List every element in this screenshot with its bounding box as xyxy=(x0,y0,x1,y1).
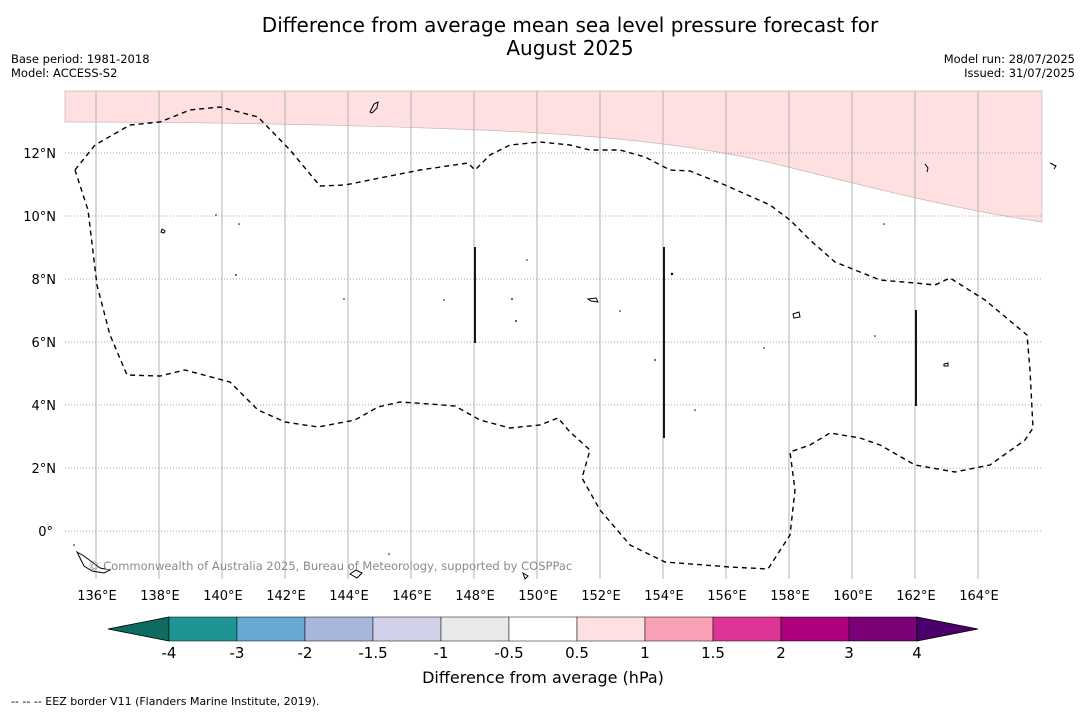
colorbar-segment xyxy=(372,616,442,642)
lat-label: 2°N xyxy=(32,462,57,477)
lon-label: 138°E xyxy=(140,589,180,604)
colorbar-segment xyxy=(712,616,782,642)
base-period-text: Base period: 1981-2018 xyxy=(11,52,150,66)
lon-label: 140°E xyxy=(203,589,243,604)
colorbar-tick: -0.5 xyxy=(494,644,523,662)
lat-label: 6°N xyxy=(32,336,57,351)
lon-label: 156°E xyxy=(707,589,747,604)
colorbar-segment xyxy=(644,616,714,642)
colorbar-high-extend xyxy=(916,616,979,642)
eez-border xyxy=(74,106,1034,570)
meta-right: Model run: 28/07/2025 Issued: 31/07/2025 xyxy=(944,52,1075,80)
boundary-segments xyxy=(474,247,917,438)
colorbar-ticks: -4 -3 -2 -1.5 -1 -0.5 0.5 1 1.5 2 3 4 xyxy=(162,644,922,662)
lon-label: 142°E xyxy=(266,589,306,604)
latitude-labels: 12°N 10°N 8°N 6°N 4°N 2°N 0° xyxy=(23,147,56,540)
model-run-text: Model run: 28/07/2025 xyxy=(943,52,1075,66)
colorbar-segment xyxy=(780,616,850,642)
colorbar-segment xyxy=(236,616,306,642)
colorbar-tick: -1 xyxy=(434,644,449,662)
colorbar-tick: 1.5 xyxy=(701,644,725,662)
pressure-anomaly-shading xyxy=(64,90,1043,223)
colorbar-segment xyxy=(440,616,510,642)
lon-label: 160°E xyxy=(833,589,873,604)
copyright-text: © Commonwealth of Australia 2025, Bureau… xyxy=(88,559,572,573)
eez-footnote: -- -- -- EEZ border V11 (Flanders Marine… xyxy=(11,695,320,708)
lon-label: 164°E xyxy=(959,589,999,604)
colorbar-tick: -4 xyxy=(162,644,177,662)
colorbar-segment xyxy=(576,616,646,642)
lon-label: 136°E xyxy=(77,589,117,604)
lat-label: 0° xyxy=(38,525,53,540)
title-line-1: Difference from average mean sea level p… xyxy=(261,13,879,37)
colorbar-segment xyxy=(848,616,918,642)
colorbar-label: Difference from average (hPa) xyxy=(422,668,664,687)
latitude-gridlines xyxy=(65,152,1042,532)
colorbar-tick: 3 xyxy=(844,644,854,662)
lon-label: 158°E xyxy=(770,589,810,604)
lon-label: 154°E xyxy=(644,589,684,604)
colorbar-segment xyxy=(168,616,238,642)
colorbar-tick: 4 xyxy=(912,644,922,662)
colorbar-low-extend xyxy=(107,616,170,642)
meta-left: Base period: 1981-2018 Model: ACCESS-S2 xyxy=(11,52,150,80)
lon-label: 148°E xyxy=(455,589,495,604)
colorbar-tick: 0.5 xyxy=(565,644,589,662)
island-outlines xyxy=(75,101,1057,580)
lat-label: 12°N xyxy=(23,147,56,162)
issued-text: Issued: 31/07/2025 xyxy=(964,66,1075,80)
longitude-labels: 136°E 138°E 140°E 142°E 144°E 146°E 148°… xyxy=(77,589,999,604)
colorbar xyxy=(107,616,979,642)
lon-label: 152°E xyxy=(581,589,621,604)
longitude-gridlines xyxy=(95,91,979,579)
map-title: Difference from average mean sea level p… xyxy=(0,14,1085,60)
colorbar-tick: -1.5 xyxy=(358,644,387,662)
colorbar-tick: -2 xyxy=(298,644,313,662)
title-line-2: August 2025 xyxy=(506,36,634,60)
colorbar-segment xyxy=(304,616,374,642)
colorbar-tick: 2 xyxy=(776,644,786,662)
colorbar-tick: -3 xyxy=(230,644,245,662)
lat-label: 8°N xyxy=(32,273,57,288)
lon-label: 150°E xyxy=(518,589,558,604)
lat-label: 4°N xyxy=(32,399,57,414)
colorbar-segment xyxy=(508,616,578,642)
lon-label: 144°E xyxy=(329,589,369,604)
colorbar-tick: 1 xyxy=(640,644,650,662)
island-dots xyxy=(73,214,885,555)
model-text: Model: ACCESS-S2 xyxy=(11,66,118,80)
lon-label: 146°E xyxy=(392,589,432,604)
lon-label: 162°E xyxy=(896,589,936,604)
lat-label: 10°N xyxy=(23,210,56,225)
